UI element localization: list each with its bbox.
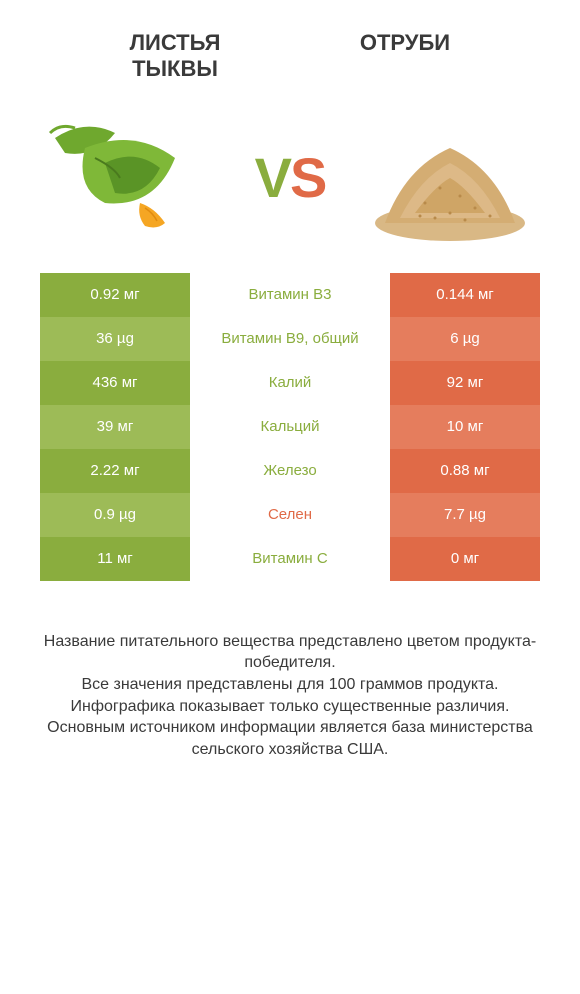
nutrition-table: 0.92 мгВитамин B30.144 мг36 µgВитамин B9…: [40, 273, 540, 581]
left-value: 36 µg: [40, 317, 190, 361]
nutrient-label: Витамин B9, общий: [190, 317, 390, 361]
right-product-title: ОТРУБИ: [290, 30, 520, 56]
right-value: 92 мг: [390, 361, 540, 405]
header: ЛИСТЬЯ ТЫКВЫ ОТРУБИ: [0, 0, 580, 93]
vs-s: S: [290, 146, 325, 209]
left-value: 436 мг: [40, 361, 190, 405]
table-row: 0.9 µgСелен7.7 µg: [40, 493, 540, 537]
nutrient-label: Витамин B3: [190, 273, 390, 317]
right-product-image: [360, 103, 540, 253]
nutrient-label: Витамин C: [190, 537, 390, 581]
table-row: 2.22 мгЖелезо0.88 мг: [40, 449, 540, 493]
images-row: VS: [0, 93, 580, 273]
vs-label: VS: [255, 145, 326, 210]
table-row: 11 мгВитамин C0 мг: [40, 537, 540, 581]
header-left: ЛИСТЬЯ ТЫКВЫ: [60, 30, 290, 83]
right-value: 0.144 мг: [390, 273, 540, 317]
right-value: 7.7 µg: [390, 493, 540, 537]
nutrient-label: Железо: [190, 449, 390, 493]
right-value: 0.88 мг: [390, 449, 540, 493]
left-product-title: ЛИСТЬЯ ТЫКВЫ: [60, 30, 290, 83]
left-value: 2.22 мг: [40, 449, 190, 493]
table-row: 436 мгКалий92 мг: [40, 361, 540, 405]
left-value: 0.92 мг: [40, 273, 190, 317]
pumpkin-leaves-icon: [45, 108, 215, 248]
right-value: 6 µg: [390, 317, 540, 361]
left-value: 39 мг: [40, 405, 190, 449]
left-value: 0.9 µg: [40, 493, 190, 537]
right-value: 10 мг: [390, 405, 540, 449]
header-right: ОТРУБИ: [290, 30, 520, 83]
right-value: 0 мг: [390, 537, 540, 581]
nutrient-label: Кальций: [190, 405, 390, 449]
table-row: 39 мгКальций10 мг: [40, 405, 540, 449]
bran-pile-icon: [365, 108, 535, 248]
vs-v: V: [255, 146, 290, 209]
table-row: 36 µgВитамин B9, общий6 µg: [40, 317, 540, 361]
nutrient-label: Селен: [190, 493, 390, 537]
footer-note: Название питательного вещества представл…: [30, 631, 550, 761]
table-row: 0.92 мгВитамин B30.144 мг: [40, 273, 540, 317]
left-product-image: [40, 103, 220, 253]
nutrient-label: Калий: [190, 361, 390, 405]
left-value: 11 мг: [40, 537, 190, 581]
footer-text: Название питательного вещества представл…: [44, 633, 536, 758]
